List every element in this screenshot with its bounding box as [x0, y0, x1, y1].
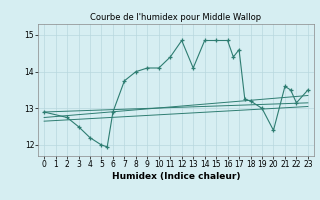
X-axis label: Humidex (Indice chaleur): Humidex (Indice chaleur): [112, 172, 240, 181]
Title: Courbe de l'humidex pour Middle Wallop: Courbe de l'humidex pour Middle Wallop: [91, 13, 261, 22]
